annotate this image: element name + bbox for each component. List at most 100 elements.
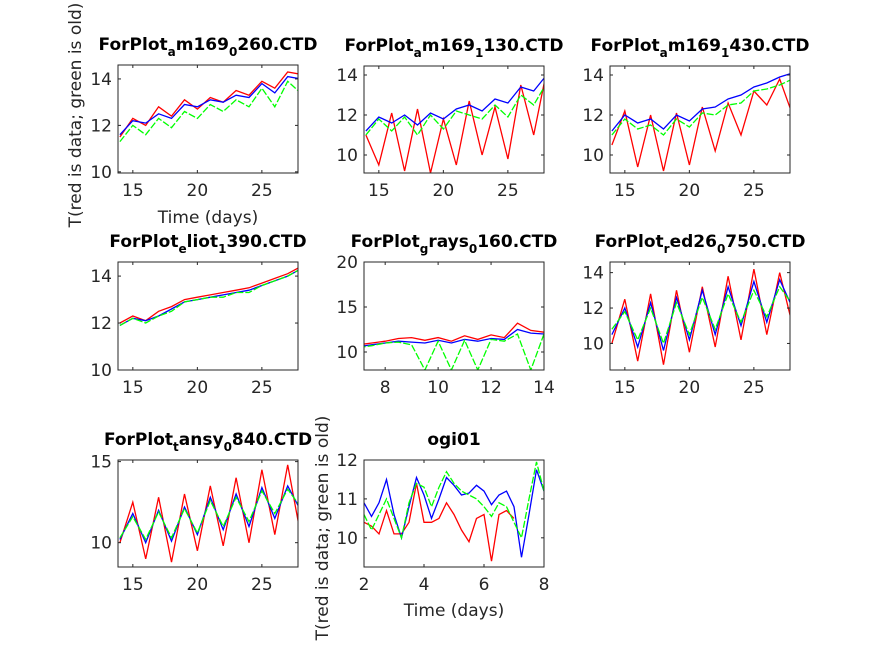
subplot-2: 15 20 25 10 12 14 ForPlotam1691130.CTD — [336, 36, 563, 201]
y-tick-label: 10 — [582, 334, 604, 354]
y-tick-label: 10 — [90, 163, 112, 183]
axes-box — [363, 459, 545, 568]
series-line-green — [611, 79, 790, 136]
subplot-title: ForPlotred260750.CTD — [595, 232, 806, 256]
x-tick-label: 25 — [251, 378, 273, 398]
axes-box — [363, 261, 545, 371]
x-tick-label: 2 — [359, 575, 370, 595]
x-tick-label: 20 — [187, 181, 209, 201]
y-tick-label: 10 — [582, 146, 604, 166]
y-tick-label: 10 — [90, 361, 112, 381]
x-tick-label: 4 — [419, 575, 430, 595]
y-tick-label: 12 — [90, 116, 112, 136]
series-line-green — [364, 333, 544, 370]
x-tick-label: 25 — [251, 575, 273, 595]
x-axis-label-top: Time (days) — [157, 208, 258, 228]
x-tick-label: 15 — [122, 378, 144, 398]
x-tick-label: 20 — [187, 378, 209, 398]
series-line-green — [119, 269, 298, 326]
subplot-1: 15 20 25 10 12 14 ForPlotam1690260.CTD — [90, 35, 317, 201]
x-tick-label: 10 — [427, 378, 449, 398]
subplot-title: ForPlotam1691130.CTD — [345, 36, 564, 60]
x-tick-label: 25 — [743, 378, 765, 398]
subplot-4: 15 20 25 10 12 14 ForPloteliot1390.CTD — [90, 232, 306, 398]
y-tick-label: 14 — [90, 267, 112, 287]
x-tick-label: 20 — [679, 378, 701, 398]
y-tick-label: 12 — [336, 106, 358, 126]
subplot-3: 15 20 25 10 12 14 ForPlotam1691430.CTD — [582, 36, 809, 201]
y-axis-label-bottom: T(red is data; green is old) — [313, 416, 333, 642]
y-tick-label: 10 — [336, 343, 358, 363]
x-tick-label: 15 — [368, 181, 390, 201]
y-tick-label: 14 — [336, 66, 358, 86]
subplot-title: ForPlotgrays0160.CTD — [351, 232, 558, 256]
y-tick-label: 10 — [90, 534, 112, 554]
series-line-red — [119, 464, 298, 563]
y-tick-label: 10 — [336, 529, 358, 549]
axes-box — [609, 261, 791, 371]
axes-box — [117, 64, 299, 174]
y-tick-label: 20 — [336, 253, 358, 273]
series-line-blue — [365, 77, 544, 132]
series-line-blue — [119, 75, 298, 136]
y-tick-label: 14 — [582, 66, 604, 86]
y-tick-label: 12 — [582, 106, 604, 126]
series-line-blue — [119, 484, 298, 545]
y-tick-label: 15 — [90, 453, 112, 473]
series-line-blue — [364, 469, 544, 558]
series-line-red — [364, 322, 544, 345]
axes-background — [118, 262, 298, 370]
y-tick-label: 12 — [90, 314, 112, 334]
x-tick-label: 8 — [380, 378, 391, 398]
subplot-8: 2 4 6 8 10 11 12 ogi01 — [336, 430, 549, 595]
x-tick-label: 25 — [251, 181, 273, 201]
x-tick-label: 15 — [614, 181, 636, 201]
y-tick-label: 12 — [336, 451, 358, 471]
y-tick-label: 14 — [90, 70, 112, 90]
subplot-title: ForPlotam1691430.CTD — [591, 36, 810, 60]
series-line-red — [364, 483, 515, 562]
x-tick-label: 14 — [533, 378, 555, 398]
x-tick-label: 25 — [743, 181, 765, 201]
series-line-green — [364, 461, 544, 541]
series-line-blue — [611, 73, 790, 132]
x-tick-label: 8 — [539, 575, 550, 595]
y-tick-label: 12 — [582, 299, 604, 319]
axes-box — [363, 65, 545, 174]
series-line-green — [119, 487, 298, 541]
x-tick-label: 15 — [122, 575, 144, 595]
series-line-red — [365, 80, 544, 173]
y-tick-label: 10 — [336, 146, 358, 166]
x-axis-label-bottom: Time (days) — [403, 601, 504, 621]
x-tick-label: 25 — [497, 181, 519, 201]
subplot-title: ForPlottansy0840.CTD — [104, 430, 312, 454]
series-line-red — [119, 267, 298, 324]
x-tick-label: 6 — [479, 575, 490, 595]
series-line-green — [119, 80, 298, 143]
y-axis-label-top: T(red is data; green is old) — [66, 3, 86, 229]
axes-background — [118, 65, 298, 173]
x-tick-label: 15 — [122, 181, 144, 201]
axes-box — [117, 459, 299, 568]
x-tick-label: 15 — [614, 378, 636, 398]
axes-background — [364, 262, 544, 370]
series-line-red — [611, 268, 790, 365]
series-line-red — [611, 77, 790, 172]
x-tick-label: 20 — [433, 181, 455, 201]
axes-box — [609, 65, 791, 174]
y-tick-label: 11 — [336, 490, 358, 510]
y-tick-label: 15 — [336, 298, 358, 318]
x-tick-label: 12 — [480, 378, 502, 398]
x-tick-label: 20 — [679, 181, 701, 201]
axes-box — [117, 261, 299, 371]
x-tick-label: 20 — [187, 575, 209, 595]
series-line-green — [611, 285, 790, 346]
subplot-title: ForPlotam1690260.CTD — [99, 35, 318, 59]
subplot-title: ForPloteliot1390.CTD — [109, 232, 306, 256]
y-tick-label: 14 — [582, 264, 604, 284]
subplot-6: 15 20 25 10 12 14 ForPlotred260750.CTD — [582, 232, 805, 398]
subplot-title: ogi01 — [427, 430, 480, 450]
